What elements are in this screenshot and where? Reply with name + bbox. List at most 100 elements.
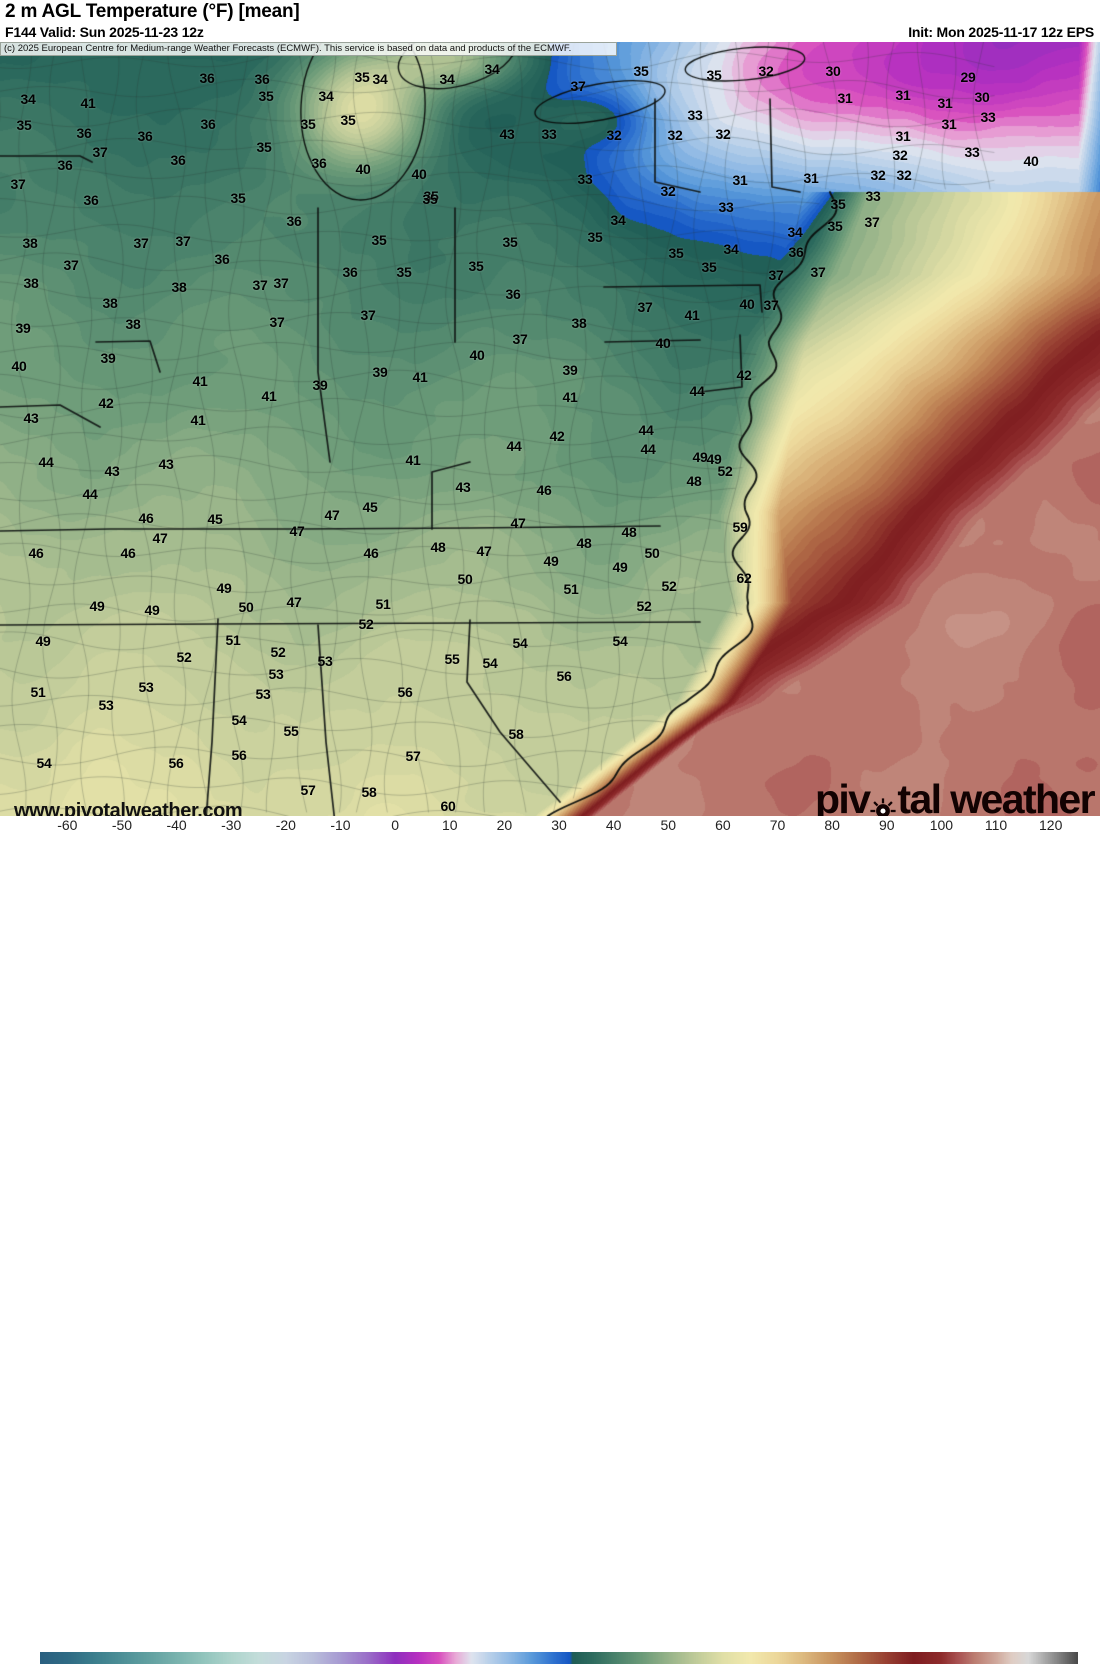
contour-label: 35 bbox=[587, 229, 603, 245]
contour-label: 33 bbox=[577, 171, 593, 187]
colorbar-tick--50: -50 bbox=[111, 817, 133, 833]
contour-label: 35 bbox=[706, 67, 722, 83]
contour-label: 41 bbox=[412, 369, 428, 385]
colorbar-tick-labels: -60 -50 -40 -30 -20 -10 0 10 20 30 40 50 60 70 80 90 100… bbox=[0, 816, 1100, 835]
contour-label: 52 bbox=[358, 616, 374, 632]
contour-label: 56 bbox=[556, 668, 572, 684]
contour-label: 52 bbox=[717, 463, 733, 479]
map-header: 2 m AGL Temperature (°F) [mean] F144 Val… bbox=[0, 0, 1100, 42]
contour-label: 35 bbox=[340, 112, 356, 128]
contour-label: 34 bbox=[723, 241, 739, 257]
contour-label: 55 bbox=[283, 723, 299, 739]
contour-label: 40 bbox=[11, 358, 27, 374]
contour-label: 39 bbox=[312, 377, 328, 393]
contour-label: 33 bbox=[687, 107, 703, 123]
contour-label: 47 bbox=[510, 515, 526, 531]
contour-label: 43 bbox=[23, 410, 39, 426]
model-init-time: Init: Mon 2025-11-17 12z EPS bbox=[908, 24, 1094, 40]
attribution-notice: (c) 2025 European Centre for Medium-rang… bbox=[0, 42, 617, 56]
contour-label: 48 bbox=[686, 473, 702, 489]
contour-label: 41 bbox=[562, 389, 578, 405]
contour-label: 38 bbox=[23, 275, 39, 291]
contour-label: 48 bbox=[576, 535, 592, 551]
contour-label: 46 bbox=[536, 482, 552, 498]
contour-label: 40 bbox=[411, 166, 427, 182]
colorbar-gradient bbox=[40, 1652, 1078, 1664]
logo-text-part1: piv bbox=[814, 776, 871, 816]
contour-label: 35 bbox=[354, 69, 370, 85]
colorbar-tick-10: 10 bbox=[441, 817, 458, 833]
contour-label: 31 bbox=[895, 87, 911, 103]
contour-label: 47 bbox=[152, 530, 168, 546]
contour-label: 37 bbox=[10, 176, 26, 192]
contour-label: 31 bbox=[895, 128, 911, 144]
contour-label: 43 bbox=[499, 126, 515, 142]
contour-label: 52 bbox=[270, 644, 286, 660]
contour-label: 49 bbox=[89, 598, 105, 614]
contour-label: 35 bbox=[830, 196, 846, 212]
contour-label: 34 bbox=[439, 71, 455, 87]
contour-label: 35 bbox=[827, 218, 843, 234]
contour-label: 49 bbox=[706, 451, 722, 467]
contour-label: 36 bbox=[505, 286, 521, 302]
contour-label: 36 bbox=[286, 213, 302, 229]
contour-label: 54 bbox=[612, 633, 628, 649]
contour-label: 53 bbox=[268, 666, 284, 682]
contour-label: 40 bbox=[1023, 153, 1039, 169]
contour-label: 32 bbox=[660, 183, 676, 199]
contour-label: 35 bbox=[300, 116, 316, 132]
contour-label: 41 bbox=[80, 95, 96, 111]
contour-label: 39 bbox=[562, 362, 578, 378]
contour-label: 34 bbox=[318, 88, 334, 104]
contour-label: 31 bbox=[803, 170, 819, 186]
contour-label: 46 bbox=[120, 545, 136, 561]
contour-label: 48 bbox=[430, 539, 446, 555]
contour-label: 32 bbox=[758, 63, 774, 79]
contour-label: 37 bbox=[133, 235, 149, 251]
contour-label: 45 bbox=[362, 499, 378, 515]
contour-label: 50 bbox=[457, 571, 473, 587]
contour-label: 37 bbox=[175, 233, 191, 249]
contour-label: 53 bbox=[138, 679, 154, 695]
contour-label: 47 bbox=[324, 507, 340, 523]
contour-label: 33 bbox=[865, 188, 881, 204]
contour-label: 35 bbox=[230, 190, 246, 206]
contour-label: 30 bbox=[825, 63, 841, 79]
colorbar-tick-70: 70 bbox=[769, 817, 786, 833]
contour-label: 45 bbox=[207, 511, 223, 527]
contour-label: 39 bbox=[15, 320, 31, 336]
colorbar-tick-30: 30 bbox=[551, 817, 567, 833]
colorbar-tick-90: 90 bbox=[878, 817, 895, 833]
contour-label: 49 bbox=[692, 449, 708, 465]
contour-label: 37 bbox=[273, 275, 289, 291]
contour-label: 52 bbox=[636, 598, 652, 614]
colorbar-tick--10: -10 bbox=[330, 817, 351, 833]
contour-label: 51 bbox=[375, 596, 391, 612]
colorbar-tick-60: 60 bbox=[715, 817, 731, 833]
contour-label: 47 bbox=[476, 543, 492, 559]
contour-label: 59 bbox=[732, 519, 748, 535]
contour-label: 51 bbox=[30, 684, 46, 700]
contour-label: 37 bbox=[92, 144, 108, 160]
contour-label: 38 bbox=[571, 315, 587, 331]
contour-label: 37 bbox=[269, 314, 285, 330]
contour-label: 57 bbox=[405, 748, 421, 764]
gear-sun-icon bbox=[870, 787, 896, 816]
contour-label: 38 bbox=[171, 279, 187, 295]
colorbar-tick-20: 20 bbox=[496, 817, 513, 833]
colorbar-tick-50: 50 bbox=[660, 817, 677, 833]
colorbar-tick--60: -60 bbox=[57, 817, 78, 833]
contour-label: 53 bbox=[98, 697, 114, 713]
weather-map[interactable]: 34 41 35 36 37 36 36 37 36 36 36 36 36 35 35 35 34 35 36 35… bbox=[0, 42, 1100, 816]
colorbar-tick--30: -30 bbox=[221, 817, 242, 833]
contour-label: 50 bbox=[644, 545, 660, 561]
contour-label: 36 bbox=[83, 192, 99, 208]
colorbar-tick-80: 80 bbox=[824, 817, 840, 833]
contour-label: 56 bbox=[168, 755, 184, 771]
contour-label: 40 bbox=[739, 296, 755, 312]
contour-label: 38 bbox=[125, 316, 141, 332]
contour-label: 37 bbox=[864, 214, 880, 230]
colorbar-legend: -60 -50 -40 -30 -20 -10 0 10 20 30 40 50 60 70 80 90 100… bbox=[0, 816, 1100, 1664]
contour-label: 32 bbox=[715, 126, 731, 142]
contour-label: 40 bbox=[469, 347, 485, 363]
